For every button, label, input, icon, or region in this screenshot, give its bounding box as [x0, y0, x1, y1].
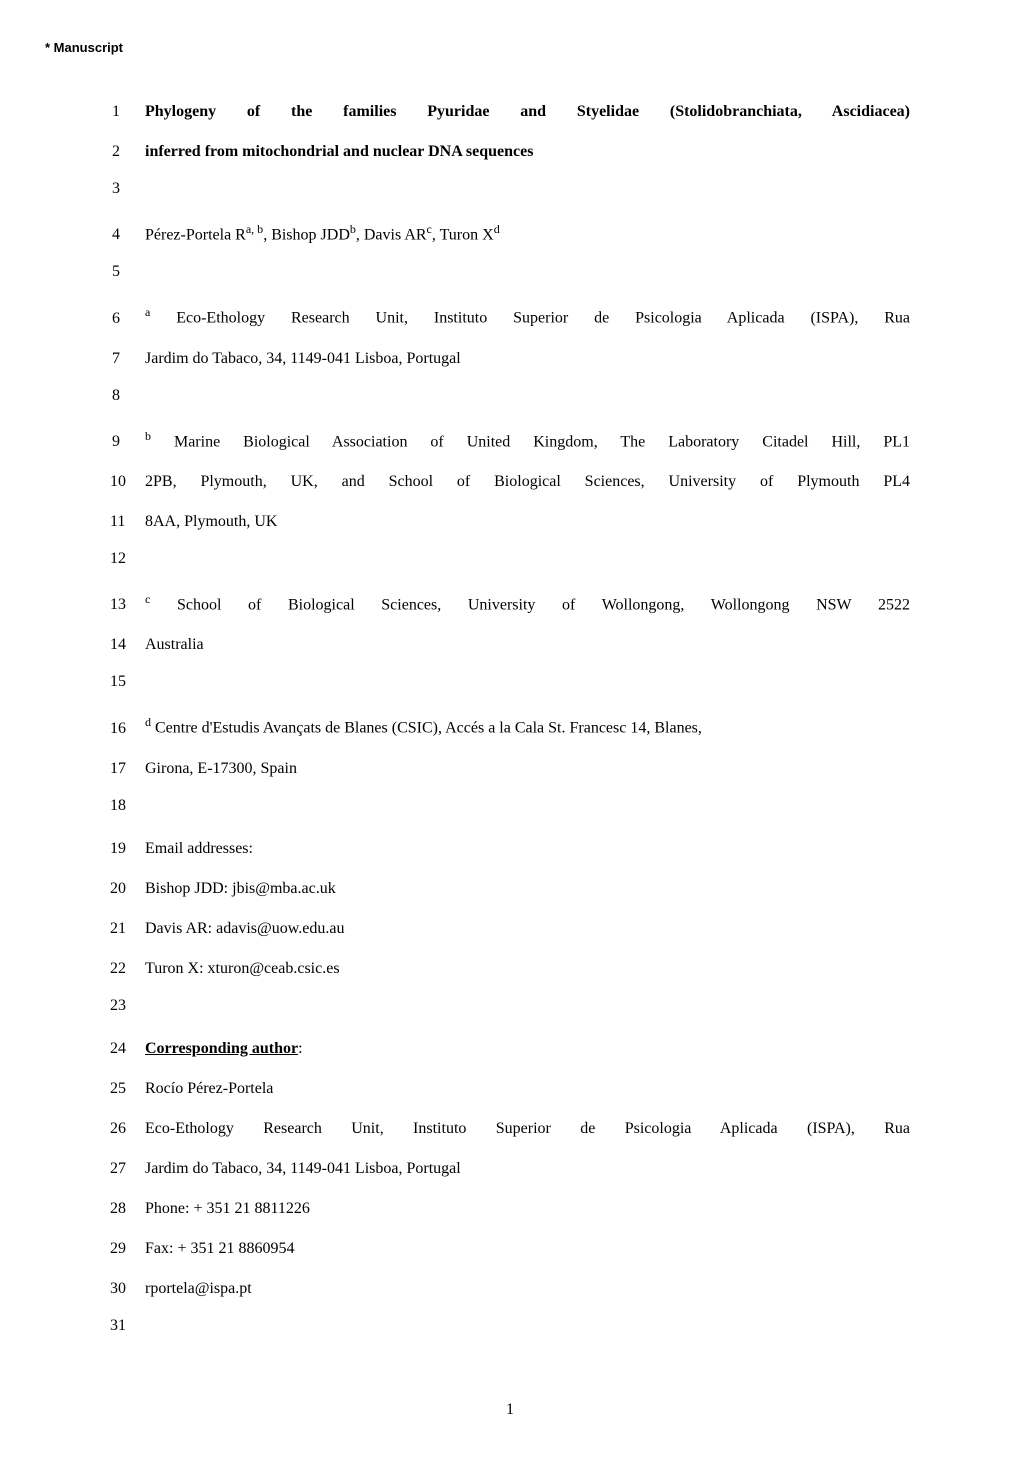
line-text: Jardim do Tabaco, 34, 1149-041 Lisboa, P…	[145, 1157, 910, 1181]
manuscript-line: 13c School of Biological Sciences, Unive…	[110, 590, 910, 617]
line-number: 19	[110, 840, 145, 858]
manuscript-line: 6a Eco-Ethology Research Unit, Instituto…	[110, 303, 910, 330]
manuscript-line: 31	[110, 1317, 910, 1341]
manuscript-line: 29Fax: + 351 21 8860954	[110, 1237, 910, 1261]
manuscript-line: 9b Marine Biological Association of Unit…	[110, 427, 910, 454]
manuscript-line: 26Eco-Ethology Research Unit, Instituto …	[110, 1117, 910, 1141]
line-number: 21	[110, 920, 145, 938]
manuscript-header-label: * Manuscript	[45, 40, 123, 55]
line-number: 3	[110, 180, 145, 198]
line-number: 30	[110, 1280, 145, 1298]
line-number: 5	[110, 263, 145, 281]
manuscript-line: 30rportela@ispa.pt	[110, 1277, 910, 1301]
line-text: Email addresses:	[145, 837, 910, 861]
line-number: 8	[110, 387, 145, 405]
manuscript-line: 27Jardim do Tabaco, 34, 1149-041 Lisboa,…	[110, 1157, 910, 1181]
line-number: 7	[110, 350, 145, 368]
line-number: 28	[110, 1200, 145, 1218]
line-text: b Marine Biological Association of Unite…	[145, 427, 910, 454]
line-number: 11	[110, 513, 145, 531]
line-number: 22	[110, 960, 145, 978]
line-text: Fax: + 351 21 8860954	[145, 1237, 910, 1261]
manuscript-line: 16d Centre d'Estudis Avançats de Blanes …	[110, 713, 910, 740]
manuscript-line: 12	[110, 550, 910, 574]
manuscript-line: 102PB, Plymouth, UK, and School of Biolo…	[110, 470, 910, 494]
manuscript-line: 21Davis AR: adavis@uow.edu.au	[110, 917, 910, 941]
manuscript-line: 28Phone: + 351 21 8811226	[110, 1197, 910, 1221]
line-text: 8AA, Plymouth, UK	[145, 510, 910, 534]
line-text: Turon X: xturon@ceab.csic.es	[145, 957, 910, 981]
line-text: Davis AR: adavis@uow.edu.au	[145, 917, 910, 941]
line-text: a Eco-Ethology Research Unit, Instituto …	[145, 303, 910, 330]
manuscript-line: 17Girona, E-17300, Spain	[110, 757, 910, 781]
manuscript-line: 20Bishop JDD: jbis@mba.ac.uk	[110, 877, 910, 901]
line-text: Australia	[145, 633, 910, 657]
line-number: 10	[110, 473, 145, 491]
line-number: 27	[110, 1160, 145, 1178]
line-number: 2	[110, 143, 145, 161]
line-text: c School of Biological Sciences, Univers…	[145, 590, 910, 617]
line-number: 23	[110, 997, 145, 1015]
line-text: rportela@ispa.pt	[145, 1277, 910, 1301]
line-text: Jardim do Tabaco, 34, 1149-041 Lisboa, P…	[145, 347, 910, 371]
manuscript-line: 5	[110, 263, 910, 287]
line-number: 6	[110, 310, 145, 328]
line-number: 12	[110, 550, 145, 568]
page-number: 1	[110, 1401, 910, 1419]
line-number: 24	[110, 1040, 145, 1058]
line-number: 31	[110, 1317, 145, 1335]
line-number: 20	[110, 880, 145, 898]
line-text: Rocío Pérez-Portela	[145, 1077, 910, 1101]
manuscript-line: 4Pérez-Portela Ra, b, Bishop JDDb, Davis…	[110, 220, 910, 247]
manuscript-line: 22Turon X: xturon@ceab.csic.es	[110, 957, 910, 981]
manuscript-line: 15	[110, 673, 910, 697]
line-text: Phone: + 351 21 8811226	[145, 1197, 910, 1221]
line-number: 15	[110, 673, 145, 691]
manuscript-line: 19Email addresses:	[110, 837, 910, 861]
manuscript-line: 23	[110, 997, 910, 1021]
line-number: 13	[110, 596, 145, 614]
line-number: 29	[110, 1240, 145, 1258]
line-number: 25	[110, 1080, 145, 1098]
line-text: Pérez-Portela Ra, b, Bishop JDDb, Davis …	[145, 220, 910, 247]
line-text: Eco-Ethology Research Unit, Instituto Su…	[145, 1117, 910, 1141]
manuscript-line: 14Australia	[110, 633, 910, 657]
line-text: Girona, E-17300, Spain	[145, 757, 910, 781]
line-text: 2PB, Plymouth, UK, and School of Biologi…	[145, 470, 910, 494]
line-text: inferred from mitochondrial and nuclear …	[145, 140, 910, 164]
manuscript-line: 2inferred from mitochondrial and nuclear…	[110, 140, 910, 164]
line-number: 9	[110, 433, 145, 451]
manuscript-line: 24Corresponding author:	[110, 1037, 910, 1061]
line-number: 1	[110, 103, 145, 121]
manuscript-line: 7Jardim do Tabaco, 34, 1149-041 Lisboa, …	[110, 347, 910, 371]
line-number: 26	[110, 1120, 145, 1138]
manuscript-line: 118AA, Plymouth, UK	[110, 510, 910, 534]
manuscript-line: 25Rocío Pérez-Portela	[110, 1077, 910, 1101]
line-number: 18	[110, 797, 145, 815]
manuscript-line: 18	[110, 797, 910, 821]
line-text: Phylogeny of the families Pyuridae and S…	[145, 100, 910, 124]
line-text: Bishop JDD: jbis@mba.ac.uk	[145, 877, 910, 901]
line-text: d Centre d'Estudis Avançats de Blanes (C…	[145, 713, 910, 740]
manuscript-line: 8	[110, 387, 910, 411]
manuscript-line: 3	[110, 180, 910, 204]
line-text: Corresponding author:	[145, 1037, 910, 1061]
line-number: 17	[110, 760, 145, 778]
line-number: 16	[110, 720, 145, 738]
line-number: 4	[110, 226, 145, 244]
manuscript-line: 1Phylogeny of the families Pyuridae and …	[110, 100, 910, 124]
line-number: 14	[110, 636, 145, 654]
manuscript-body: 1Phylogeny of the families Pyuridae and …	[110, 100, 910, 1341]
